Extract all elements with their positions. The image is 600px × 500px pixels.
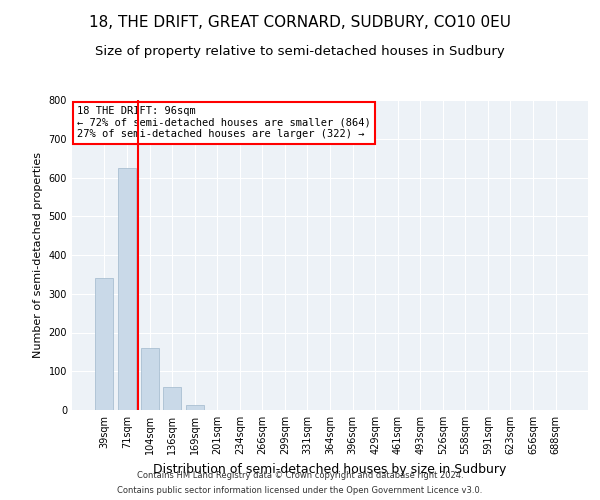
X-axis label: Distribution of semi-detached houses by size in Sudbury: Distribution of semi-detached houses by …	[154, 462, 506, 475]
Bar	[163, 387, 181, 410]
Text: 18, THE DRIFT, GREAT CORNARD, SUDBURY, CO10 0EU: 18, THE DRIFT, GREAT CORNARD, SUDBURY, C…	[89, 15, 511, 30]
Y-axis label: Number of semi-detached properties: Number of semi-detached properties	[33, 152, 43, 358]
Text: Contains public sector information licensed under the Open Government Licence v3: Contains public sector information licen…	[118, 486, 482, 495]
Bar	[95, 278, 113, 410]
Text: Size of property relative to semi-detached houses in Sudbury: Size of property relative to semi-detach…	[95, 45, 505, 58]
Bar	[118, 168, 136, 410]
Bar	[140, 348, 158, 410]
Text: Contains HM Land Registry data © Crown copyright and database right 2024.: Contains HM Land Registry data © Crown c…	[137, 471, 463, 480]
Bar	[185, 405, 204, 410]
Text: 18 THE DRIFT: 96sqm
← 72% of semi-detached houses are smaller (864)
27% of semi-: 18 THE DRIFT: 96sqm ← 72% of semi-detach…	[77, 106, 371, 140]
